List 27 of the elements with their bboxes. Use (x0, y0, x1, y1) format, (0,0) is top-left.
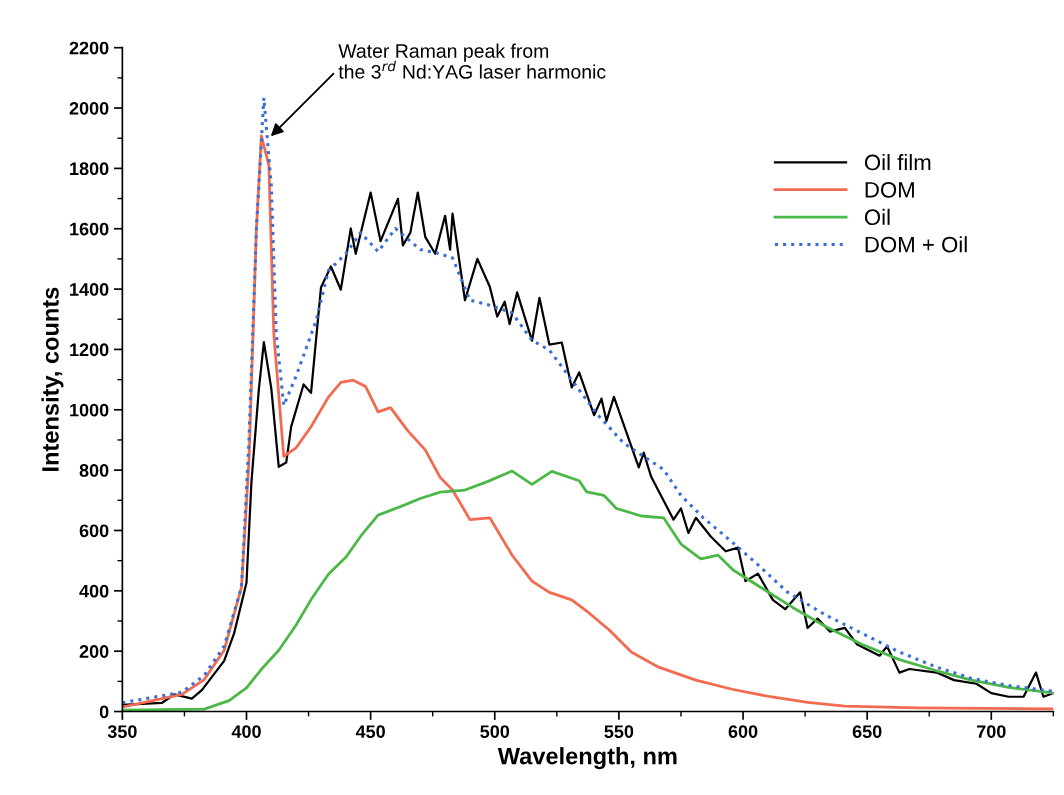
x-tick-label: 650 (852, 725, 882, 738)
legend-label: DOM (865, 181, 914, 198)
y-tick-label: 600 (79, 524, 109, 538)
y-tick-label: 1400 (70, 283, 109, 296)
y-tick-label: 1200 (70, 343, 109, 357)
y-tick-label: 800 (79, 464, 109, 477)
x-tick-label: 500 (480, 725, 510, 738)
legend-label: Oil (864, 208, 890, 226)
y-tick-label: 1000 (70, 403, 109, 417)
y-tick-label: 2000 (69, 101, 109, 115)
x-tick-label: 550 (604, 725, 634, 738)
legend-label: Oil film (864, 154, 931, 171)
y-tick-label: 400 (79, 584, 109, 598)
x-tick-label: 400 (231, 725, 261, 738)
legend-label: DOM + Oil (865, 236, 967, 253)
y-axis-title: Intensity, counts (41, 287, 64, 471)
x-tick-label: 450 (355, 725, 385, 738)
y-tick-label: 1600 (70, 222, 109, 236)
x-axis-title: Wavelength, nm (497, 747, 677, 770)
x-tick-label: 600 (728, 725, 758, 738)
annotation: Water Raman peak from the 3$^{rd}$ Nd:YAG laser harmonic (338, 43, 606, 79)
y-tick-label: 0 (99, 705, 109, 719)
x-tick-label: 350 (107, 725, 137, 739)
y-tick-label: 2200 (69, 41, 109, 55)
y-tick-label: 1800 (70, 162, 109, 176)
x-tick-label: 700 (977, 725, 1006, 738)
y-tick-label: 200 (79, 645, 109, 658)
